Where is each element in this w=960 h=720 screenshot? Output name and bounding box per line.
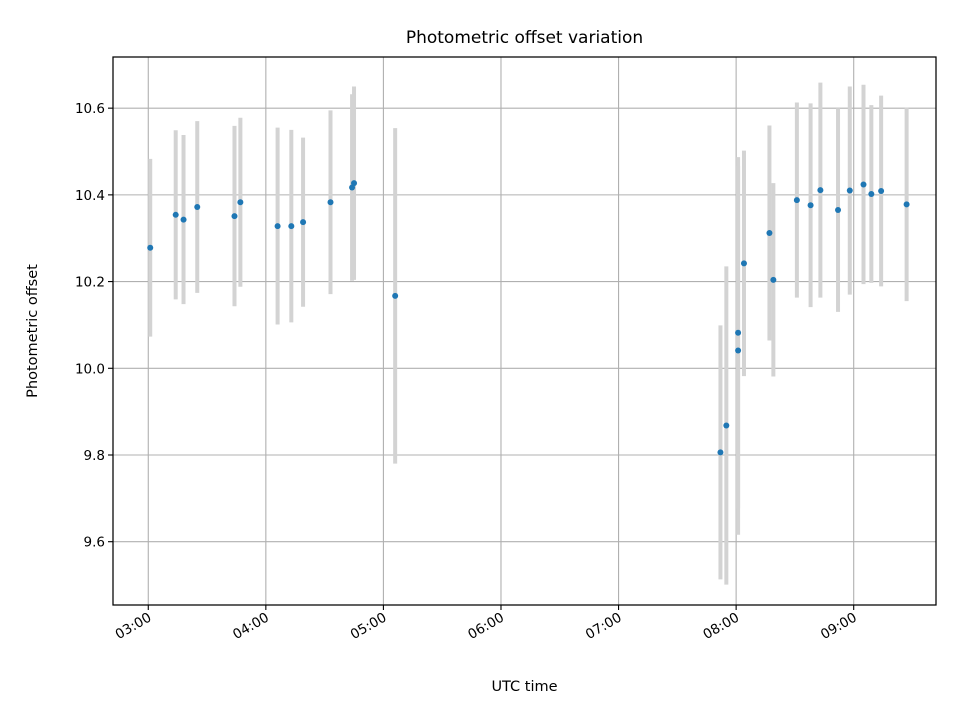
data-point xyxy=(237,199,244,206)
data-point xyxy=(860,181,867,188)
data-point xyxy=(327,199,334,206)
data-point xyxy=(735,347,742,354)
data-points xyxy=(147,180,910,456)
data-point xyxy=(300,219,307,226)
data-point xyxy=(835,207,842,214)
data-point xyxy=(793,197,800,204)
y-axis-label: Photometric offset xyxy=(25,264,41,398)
data-point xyxy=(194,204,201,211)
y-tick-label: 9.8 xyxy=(84,448,105,464)
data-point xyxy=(180,216,187,223)
data-point xyxy=(903,201,910,208)
x-axis-label: UTC time xyxy=(491,679,557,695)
data-point xyxy=(817,187,824,194)
data-point xyxy=(172,211,179,218)
data-point xyxy=(274,223,281,230)
data-point xyxy=(868,191,875,197)
data-point xyxy=(878,187,885,194)
data-point xyxy=(717,449,724,456)
data-point xyxy=(770,276,777,283)
y-tick-label: 10.2 xyxy=(75,275,105,291)
chart-title: Photometric offset variation xyxy=(406,28,643,48)
data-point xyxy=(147,244,154,251)
data-point xyxy=(735,329,742,336)
data-point xyxy=(288,223,295,230)
y-tick-label: 9.6 xyxy=(84,535,105,551)
data-point xyxy=(846,187,853,194)
y-tick-label: 10.4 xyxy=(75,188,105,204)
data-point xyxy=(766,230,773,237)
data-point xyxy=(807,202,814,209)
y-tick-label: 10.0 xyxy=(75,361,105,377)
data-point xyxy=(723,422,730,429)
plot-frame xyxy=(112,56,937,606)
data-point xyxy=(351,180,358,187)
data-point xyxy=(231,213,238,220)
data-point xyxy=(392,292,399,299)
data-point xyxy=(740,260,747,267)
y-tick-label: 10.6 xyxy=(75,101,105,117)
